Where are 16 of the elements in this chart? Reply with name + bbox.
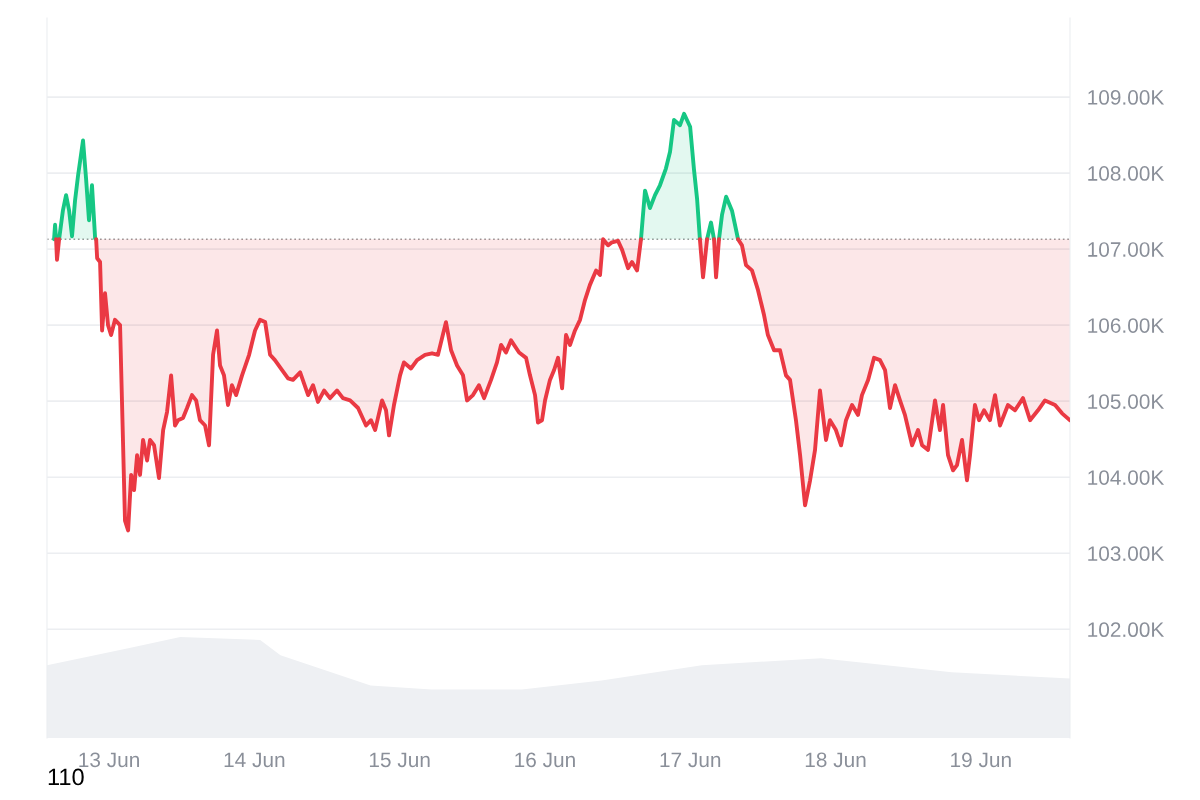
x-tick-label: 15 Jun [369,752,430,768]
x-tick-label: 17 Jun [660,752,721,768]
y-tick-label: 102.00K [1088,622,1165,638]
x-tick-label: 18 Jun [805,752,866,768]
y-tick-label: 105.00K [1088,394,1165,409]
text: 110 [48,768,84,786]
x-tick-label: 13 Jun [79,752,139,768]
y-tick-label: 108.00K [1088,166,1165,181]
x-tick-label: 16 Jun [515,752,575,768]
y-tick-label: 104.00K [1088,470,1165,485]
y-tick-label: 107.00K [1088,242,1165,257]
x-tick-label: 19 Jun [951,752,1011,768]
x-tick-label: 14 Jun [224,752,285,768]
y-tick-label: 109.00K [1088,90,1165,105]
y-tick-label: 106.00K [1088,318,1165,333]
y-tick-label: 103.00K [1088,546,1165,561]
